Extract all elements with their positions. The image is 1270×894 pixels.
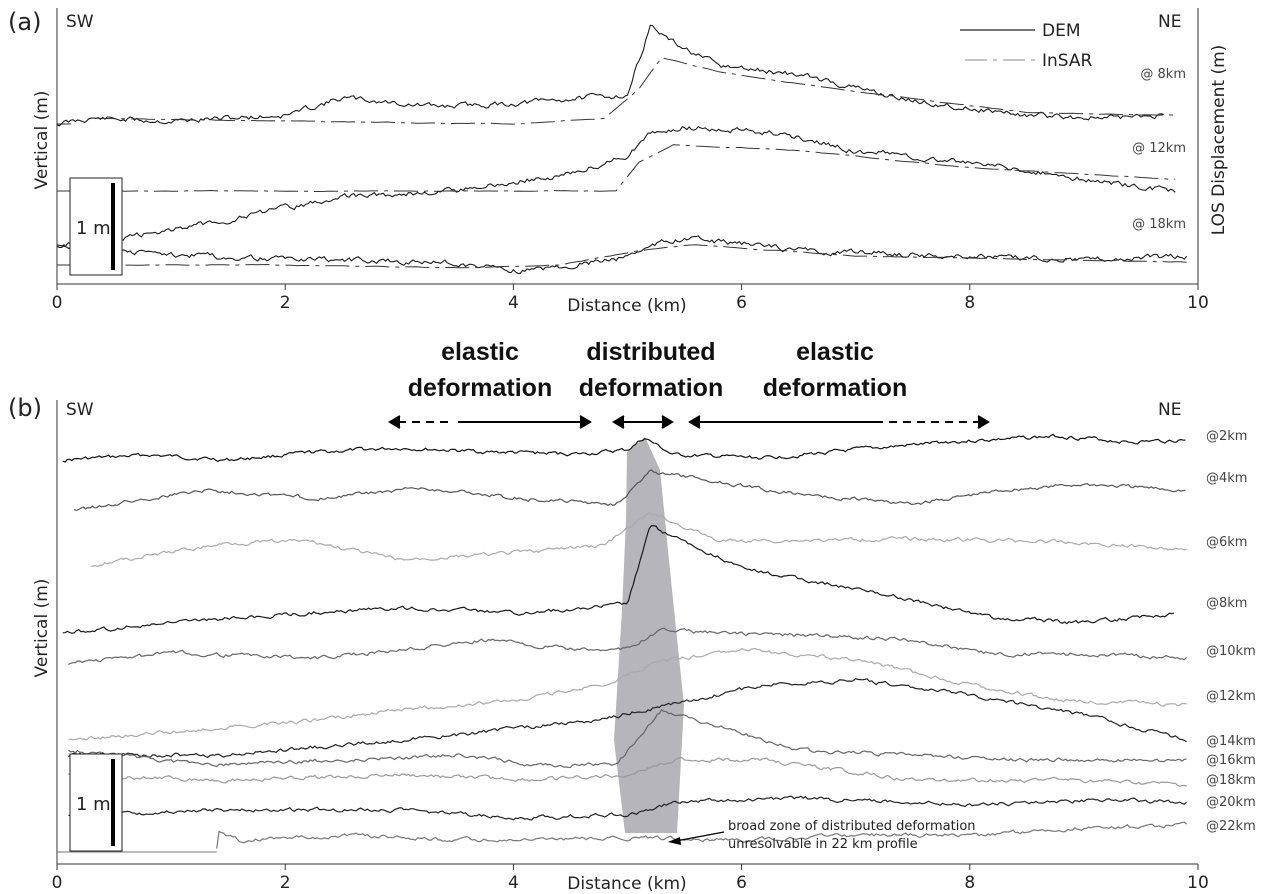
zone-left-line2: deformation — [408, 374, 552, 402]
x-tick-label: 2 — [280, 873, 291, 893]
panel-b-sw-label: SW — [66, 400, 94, 420]
dem-profile-line — [91, 512, 1187, 568]
profile-label: @ 8km — [1140, 67, 1186, 82]
panel-a: (a) SW NE 0 2 4 6 8 10 Distance (km) Vertical… — [8, 8, 1229, 316]
panel-b-y-label: Vertical (m) — [32, 579, 52, 678]
panel-b-x-label: Distance (km) — [567, 874, 686, 894]
dem-profile-line — [73, 469, 1186, 512]
panel-a-y-label: Vertical (m) — [32, 91, 52, 190]
panel-b-profiles: @2km @4km @6km @8km @10km @12km @14km @16km @18k… — [57, 429, 1256, 853]
dem-profile-line — [62, 524, 1175, 634]
annotation-line1: broad zone of distributed deformation — [728, 819, 976, 834]
panel-b-label: (b) — [8, 394, 42, 422]
zone-right-line2: deformation — [763, 374, 907, 402]
profile-label: @4km — [1206, 471, 1247, 486]
zone-right-line1: elastic — [796, 338, 874, 366]
panel-b: (b) SW NE 0 2 4 6 8 10 Distance (km) Vertical… — [8, 338, 1256, 894]
x-tick-label: 10 — [1187, 293, 1209, 313]
annotation-line2: unresolvable in 22 km profile — [728, 837, 918, 852]
x-tick-label: 6 — [736, 293, 747, 313]
dem-profile-line — [62, 433, 1186, 463]
panel-a-scale-text: 1 m — [76, 218, 111, 239]
panel-b-scale-text: 1 m — [76, 794, 111, 815]
profile-label: @6km — [1206, 535, 1247, 550]
x-tick-label: 4 — [508, 293, 519, 313]
x-tick-label: 6 — [736, 873, 747, 893]
dem-profile-line — [56, 235, 1188, 274]
panel-b-x-ticks: 0 2 4 6 8 10 — [52, 864, 1209, 893]
dem-profile-line — [216, 821, 1187, 849]
panel-a-x-label: Distance (km) — [567, 296, 686, 316]
arrow-left-head-right — [579, 415, 592, 429]
profile-label: @ 12km — [1132, 141, 1186, 156]
dem-profile-line — [56, 126, 1176, 247]
insar-profile-line — [91, 56, 1176, 125]
annotation-arrow — [675, 831, 725, 842]
zone-left-line1: elastic — [441, 338, 519, 366]
profile-label: @14km — [1206, 734, 1256, 749]
panel-a-ne-label: NE — [1158, 12, 1181, 32]
panel-b-ne-label: NE — [1158, 400, 1181, 420]
profile-label: @8km — [1206, 596, 1247, 611]
dem-profile-line — [68, 627, 1188, 666]
dem-profile-line — [68, 678, 1187, 759]
zone-arrows — [388, 415, 990, 429]
profile-label: @18km — [1206, 773, 1256, 788]
dem-profile-line — [56, 24, 1164, 127]
zone-center-line2: deformation — [579, 374, 723, 402]
profile-label: @16km — [1206, 753, 1256, 768]
annotation-arrowhead — [668, 837, 681, 845]
x-tick-label: 2 — [280, 293, 291, 313]
legend-dem-label: DEM — [1042, 21, 1081, 41]
legend-insar-label: InSAR — [1042, 51, 1093, 71]
x-tick-label: 10 — [1187, 873, 1209, 893]
panel-a-y-label-right: LOS Displacement (m) — [1209, 45, 1229, 236]
dem-profile-line — [68, 708, 1187, 769]
panel-b-scale-bar: 1 m — [69, 753, 123, 852]
panel-a-x-ticks: 0 2 4 6 8 10 — [52, 284, 1209, 313]
x-tick-label: 8 — [964, 293, 975, 313]
x-tick-label: 4 — [508, 873, 519, 893]
profile-label: @22km — [1206, 819, 1256, 834]
panel-a-profiles: @ 8km @ 12km @ 18km — [56, 24, 1188, 274]
x-tick-label: 0 — [52, 293, 63, 313]
profile-label: @12km — [1206, 689, 1256, 704]
panel-a-sw-label: SW — [66, 12, 94, 32]
profile-label: @10km — [1206, 644, 1256, 659]
annotation: broad zone of distributed deformation un… — [668, 819, 976, 852]
legend: DEM InSAR — [960, 21, 1093, 71]
x-tick-label: 0 — [52, 873, 63, 893]
arrow-center-head-left — [612, 415, 625, 429]
panel-a-scale-bar: 1 m — [69, 177, 123, 276]
insar-profile-line — [125, 244, 1187, 269]
dem-profile-line — [68, 795, 1187, 821]
profile-label: @2km — [1206, 429, 1247, 444]
profile-label: @20km — [1206, 795, 1256, 810]
dem-profile-line — [68, 647, 1187, 741]
profile-label: @ 18km — [1132, 217, 1186, 232]
dem-profile-line — [68, 757, 1187, 787]
arrow-left-head-left — [388, 415, 401, 429]
arrow-center-head-right — [661, 415, 674, 429]
arrow-right-head-left — [688, 415, 701, 429]
arrow-right-head-right — [977, 415, 990, 429]
insar-profile-line — [114, 144, 1176, 192]
zone-center-line1: distributed — [586, 338, 715, 366]
distributed-zone-shading — [614, 437, 684, 833]
x-tick-label: 8 — [964, 873, 975, 893]
panel-a-label: (a) — [8, 8, 41, 36]
